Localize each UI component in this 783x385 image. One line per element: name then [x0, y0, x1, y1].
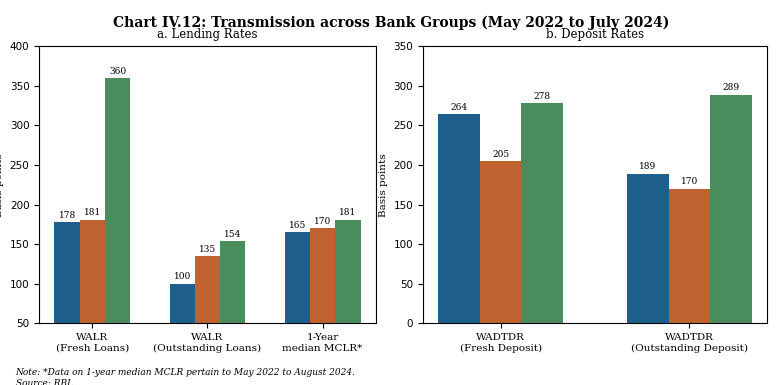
Text: 135: 135 [199, 245, 216, 254]
Bar [710, 94, 752, 323]
Text: 100: 100 [174, 273, 191, 281]
Bar [80, 220, 105, 363]
Bar [310, 228, 335, 363]
Text: 181: 181 [84, 208, 101, 217]
Bar [627, 174, 669, 323]
Bar [220, 241, 245, 363]
Text: 154: 154 [224, 230, 241, 239]
Bar [335, 220, 360, 363]
Bar [170, 284, 195, 363]
Text: Note: *Data on 1-year median MCLR pertain to May 2022 to August 2024.: Note: *Data on 1-year median MCLR pertai… [16, 368, 355, 377]
Text: 170: 170 [314, 217, 331, 226]
Text: 205: 205 [493, 150, 510, 159]
Text: 189: 189 [639, 162, 656, 171]
Text: Source: RBI.: Source: RBI. [16, 379, 73, 385]
Text: 165: 165 [289, 221, 306, 230]
Bar [195, 256, 220, 363]
Bar [521, 103, 563, 323]
Bar [55, 222, 80, 363]
Text: 181: 181 [339, 208, 356, 217]
Text: 289: 289 [723, 83, 739, 92]
Y-axis label: Basis points: Basis points [0, 153, 4, 217]
Bar [669, 189, 710, 323]
Text: 170: 170 [680, 177, 698, 186]
Bar [284, 232, 310, 363]
Y-axis label: Basis points: Basis points [379, 153, 388, 217]
Text: Chart IV.12: Transmission across Bank Groups (May 2022 to July 2024): Chart IV.12: Transmission across Bank Gr… [114, 15, 669, 30]
Text: 264: 264 [451, 103, 467, 112]
Bar [105, 78, 131, 363]
Bar [480, 161, 521, 323]
Text: 360: 360 [109, 67, 126, 75]
Text: 178: 178 [59, 211, 76, 220]
Bar [438, 114, 480, 323]
Title: b. Deposit Rates: b. Deposit Rates [546, 28, 644, 41]
Text: 278: 278 [534, 92, 550, 101]
Title: a. Lending Rates: a. Lending Rates [157, 28, 258, 41]
